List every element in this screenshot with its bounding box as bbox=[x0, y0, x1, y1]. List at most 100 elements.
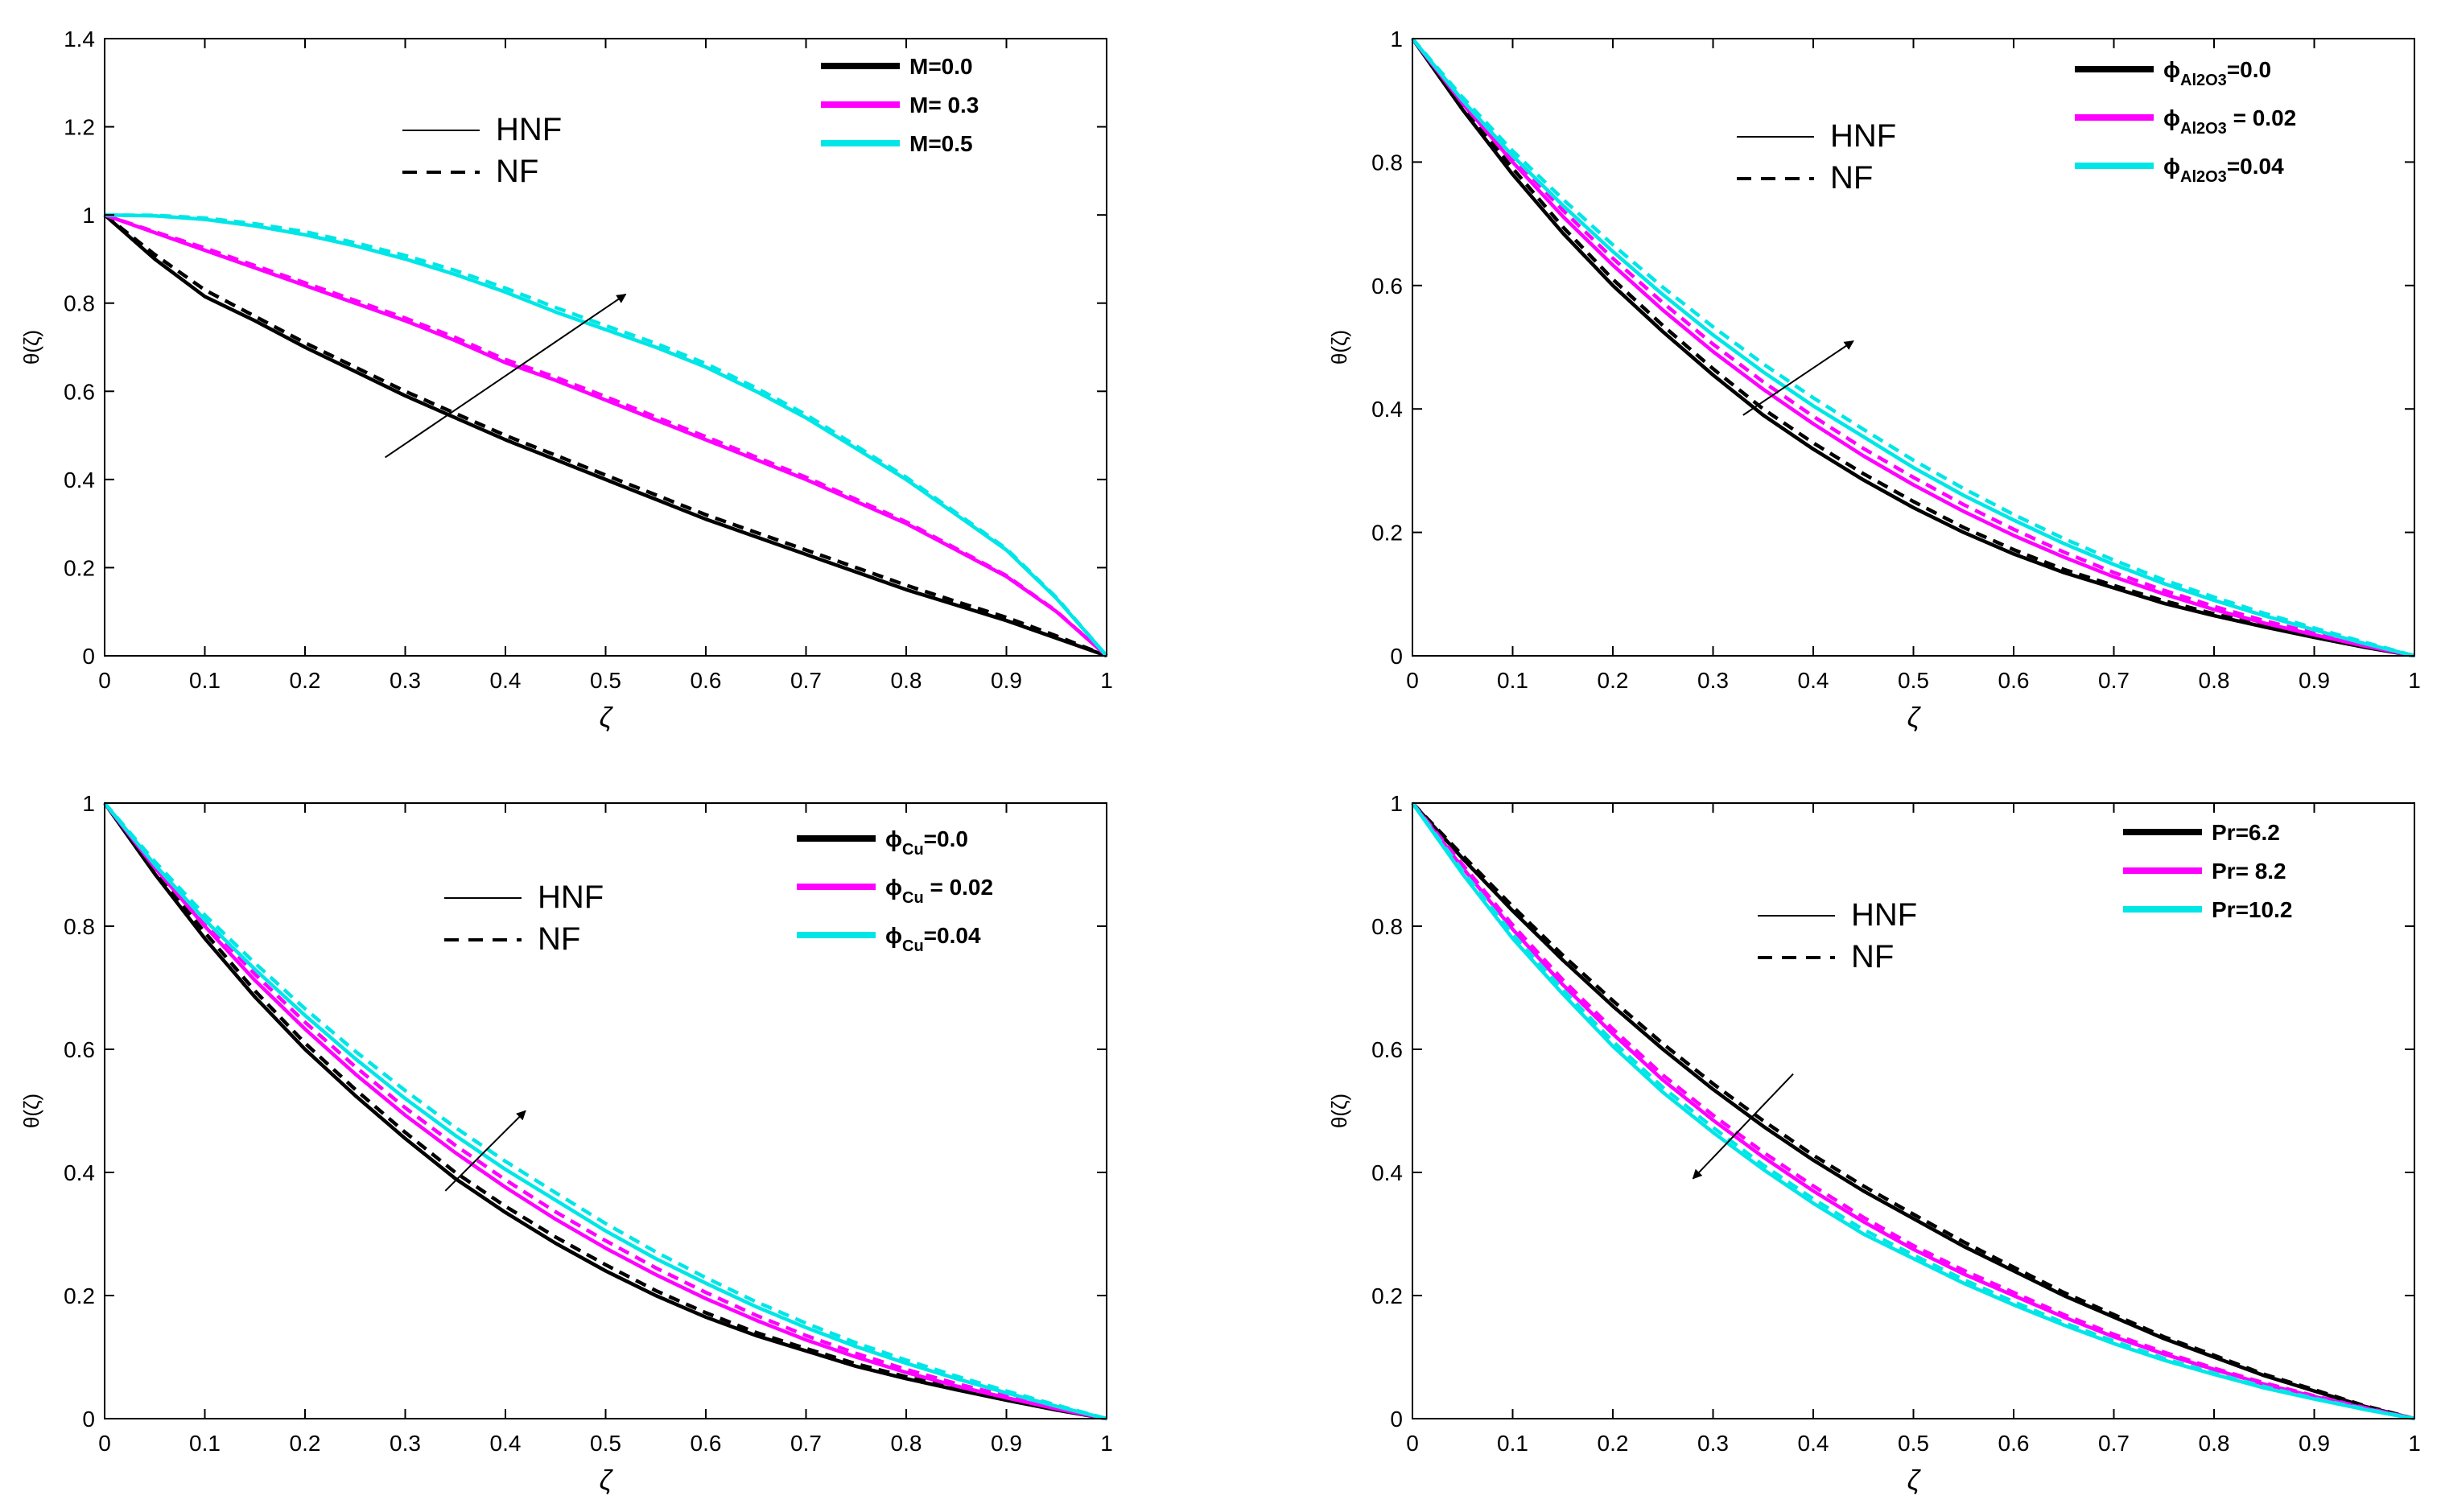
series-line-6 bbox=[1411, 801, 2415, 1421]
y-tick-label: 1.4 bbox=[64, 27, 95, 51]
x-tick-label: 0.1 bbox=[189, 1431, 221, 1456]
y-tick-label: 0.8 bbox=[64, 291, 95, 316]
x-tick-label: 0.4 bbox=[1798, 1431, 1829, 1456]
y-tick-label: 1 bbox=[1390, 27, 1403, 51]
series-line-2 bbox=[103, 801, 1107, 1421]
x-tick-label: 0.7 bbox=[2098, 668, 2130, 693]
y-tick-label: 0 bbox=[1390, 644, 1403, 669]
x-tick-label: 0.8 bbox=[891, 1431, 922, 1456]
key-label-hnf: HNF bbox=[1851, 897, 1917, 933]
x-tick-label: 0.6 bbox=[691, 1431, 722, 1456]
x-tick-label: 0.5 bbox=[1898, 1431, 1929, 1456]
trend-arrow bbox=[385, 293, 627, 459]
legend-label: ϕCu=0.0 bbox=[885, 826, 968, 859]
series-line-4 bbox=[104, 212, 1108, 657]
legend-label: ϕAl2O3=0.0 bbox=[2163, 57, 2271, 89]
y-axis-label: θ(ζ) bbox=[1327, 1094, 1351, 1128]
y-tick-label: 0.4 bbox=[1371, 1160, 1403, 1185]
x-tick-label: 1 bbox=[1100, 668, 1113, 693]
series-line-3 bbox=[104, 212, 1108, 657]
series-line-3 bbox=[103, 801, 1107, 1421]
x-tick-label: 0.5 bbox=[590, 1431, 621, 1456]
y-tick-label: 0.4 bbox=[64, 468, 95, 492]
series-line-5 bbox=[1411, 801, 2415, 1421]
legend-label: Pr=10.2 bbox=[2212, 897, 2292, 922]
x-tick-label: 1 bbox=[1100, 1431, 1113, 1456]
y-tick-label: 1 bbox=[82, 791, 95, 816]
x-tick-label: 0.9 bbox=[2299, 668, 2330, 693]
legend-label: ϕAl2O3 = 0.02 bbox=[2163, 105, 2296, 138]
legend-label: M= 0.3 bbox=[909, 93, 979, 117]
y-tick-label: 1 bbox=[82, 203, 95, 228]
x-tick-label: 0.8 bbox=[2199, 1431, 2230, 1456]
y-axis-label: θ(ζ) bbox=[19, 330, 43, 365]
series-line-5 bbox=[104, 212, 1108, 657]
key-label-hnf: HNF bbox=[538, 880, 604, 915]
x-tick-label: 1 bbox=[2408, 668, 2421, 693]
y-tick-label: 0.6 bbox=[1371, 1037, 1403, 1062]
x-tick-label: 0 bbox=[1406, 1431, 1419, 1456]
x-tick-label: 0.9 bbox=[2299, 1431, 2330, 1456]
x-tick-label: 0.7 bbox=[2098, 1431, 2130, 1456]
legend-label: Pr= 8.2 bbox=[2212, 859, 2286, 884]
x-axis-label: ζ bbox=[600, 1465, 614, 1496]
y-tick-label: 0.6 bbox=[64, 1037, 95, 1062]
series-line-5 bbox=[1411, 37, 2415, 658]
series-line-6 bbox=[103, 801, 1107, 1421]
x-tick-label: 0.3 bbox=[1697, 668, 1729, 693]
key-label-hnf: HNF bbox=[496, 112, 562, 147]
series-line-4 bbox=[1411, 801, 2415, 1421]
series-line-1 bbox=[1411, 37, 2415, 658]
y-tick-label: 1.2 bbox=[64, 115, 95, 140]
y-tick-label: 0.4 bbox=[64, 1160, 95, 1185]
key-label-nf: NF bbox=[496, 154, 538, 189]
x-tick-label: 0.4 bbox=[490, 668, 522, 693]
series-line-6 bbox=[1411, 37, 2415, 658]
x-tick-label: 0.5 bbox=[1898, 668, 1929, 693]
y-tick-label: 0.2 bbox=[64, 1283, 95, 1308]
plot-frame bbox=[1412, 802, 2415, 1419]
chart-panel-1: 0 0.1 0.2 0.3 0.4 0.5 0.6 0.7 0.8 0.9 1 0 0.2 0.4 0.6 0… bbox=[19, 27, 1113, 733]
x-tick-label: 0.7 bbox=[790, 1431, 822, 1456]
x-axis-label: ζ bbox=[1907, 702, 1922, 733]
x-tick-label: 0.3 bbox=[390, 1431, 421, 1456]
x-tick-label: 0.3 bbox=[1697, 1431, 1729, 1456]
legend-label: ϕCu=0.04 bbox=[885, 923, 981, 955]
y-tick-label: 0.2 bbox=[64, 555, 95, 580]
y-tick-label: 0 bbox=[82, 644, 95, 669]
legend-label: Pr=6.2 bbox=[2212, 820, 2280, 845]
series-line-1 bbox=[103, 213, 1107, 658]
trend-arrow bbox=[1742, 340, 1854, 416]
y-tick-label: 0 bbox=[82, 1407, 95, 1432]
key-label-nf: NF bbox=[538, 921, 580, 957]
chart-panel-3: 0 0.1 0.2 0.3 0.4 0.5 0.6 0.7 0.8 0.9 1 0 0.2 0.4 0.6 0… bbox=[19, 791, 1113, 1496]
x-tick-label: 0.2 bbox=[1598, 1431, 1629, 1456]
key-label-nf: NF bbox=[1851, 939, 1894, 974]
x-tick-label: 0.7 bbox=[790, 668, 822, 693]
x-tick-label: 0 bbox=[1406, 668, 1419, 693]
series-line-2 bbox=[103, 213, 1107, 658]
x-tick-label: 0.1 bbox=[1497, 1431, 1528, 1456]
legend-label: M=0.5 bbox=[909, 131, 973, 156]
y-tick-label: 0.6 bbox=[64, 379, 95, 404]
x-tick-label: 0.4 bbox=[1798, 668, 1829, 693]
x-tick-label: 0.4 bbox=[490, 1431, 522, 1456]
series-line-3 bbox=[1411, 801, 2415, 1421]
y-axis-label: θ(ζ) bbox=[1327, 330, 1351, 365]
x-axis-label: ζ bbox=[600, 702, 614, 733]
chart-panel-2: 0 0.1 0.2 0.3 0.4 0.5 0.6 0.7 0.8 0.9 1 0 0.2 0.4 0.6 0… bbox=[1327, 27, 2421, 733]
x-tick-label: 1 bbox=[2408, 1431, 2421, 1456]
key-label-hnf: HNF bbox=[1830, 118, 1896, 154]
x-axis-label: ζ bbox=[1907, 1465, 1922, 1496]
x-tick-label: 0.3 bbox=[390, 668, 421, 693]
y-tick-label: 0.6 bbox=[1371, 274, 1403, 299]
series-line-2 bbox=[1411, 37, 2415, 658]
trend-arrow bbox=[1692, 1073, 1794, 1180]
x-tick-label: 0.5 bbox=[590, 668, 621, 693]
y-tick-label: 1 bbox=[1390, 791, 1403, 816]
y-tick-label: 0.8 bbox=[64, 914, 95, 939]
series-line-2 bbox=[1411, 801, 2415, 1421]
y-tick-label: 0.2 bbox=[1371, 1283, 1403, 1308]
x-tick-label: 0.6 bbox=[1998, 1431, 2030, 1456]
